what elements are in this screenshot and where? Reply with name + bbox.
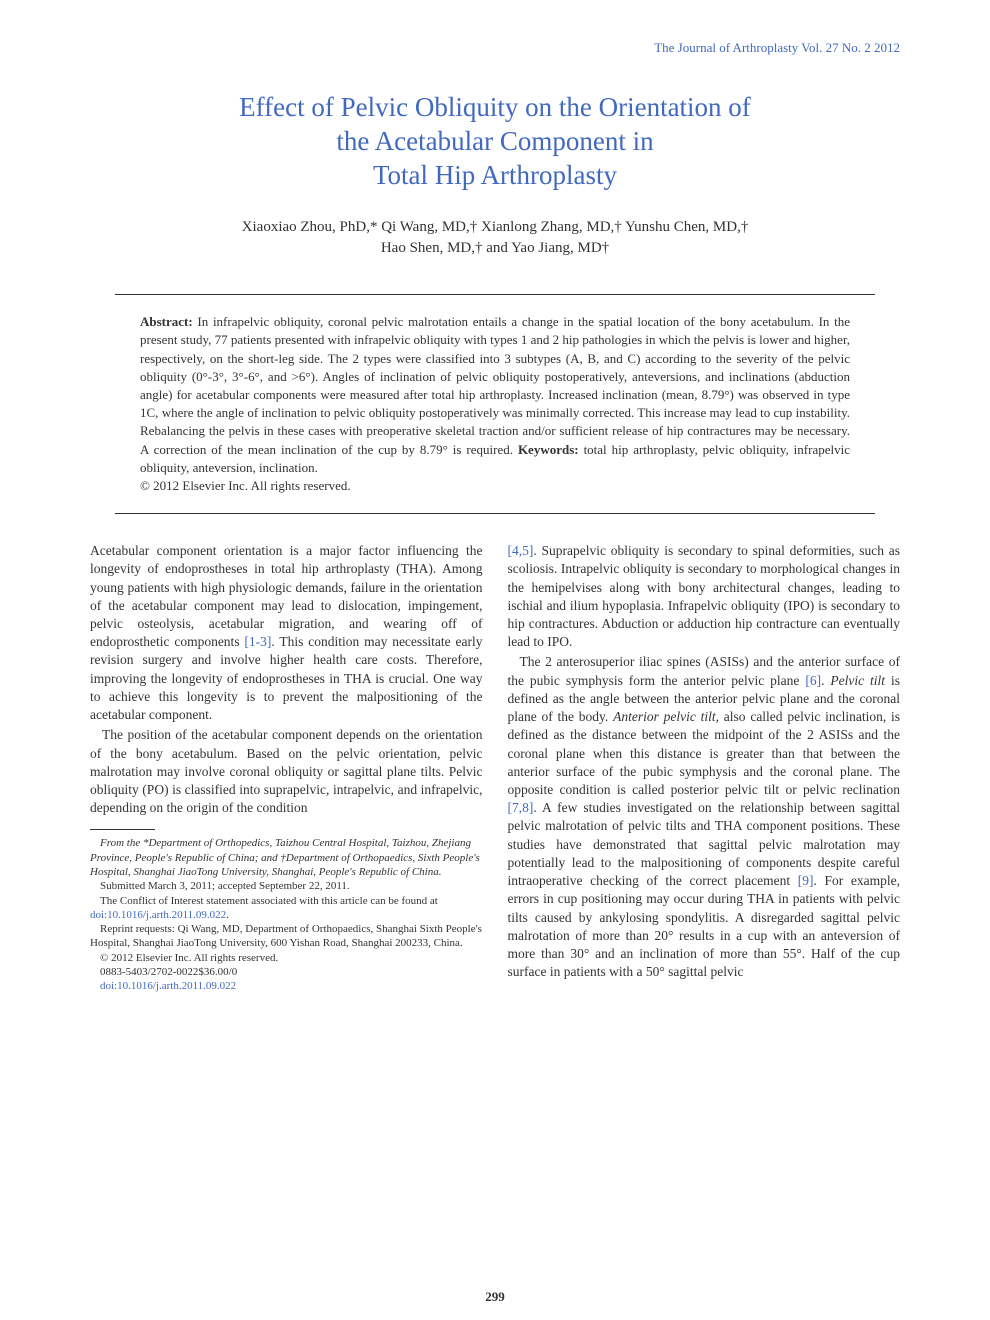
left-paragraph-1: Acetabular component orientation is a ma… [90, 542, 483, 724]
footnote-conflict-text: The Conflict of Interest statement assoc… [100, 895, 438, 907]
keywords-label: Keywords: [518, 442, 579, 457]
authors-line-2: Hao Shen, MD,† and Yao Jiang, MD† [381, 240, 609, 256]
abstract-text: In infrapelvic obliquity, coronal pelvic… [140, 314, 850, 456]
right-p2f: . For example, errors in cup positioning… [508, 873, 901, 979]
footnote-conflict-period: . [226, 909, 229, 921]
title-line-2: the Acetabular Component in [336, 126, 653, 156]
footnote-separator [90, 829, 155, 830]
right-column: [4,5]. Suprapelvic obliquity is secondar… [508, 542, 901, 994]
citation-link-1-3[interactable]: [1-3] [244, 634, 271, 649]
citation-link-6[interactable]: [6] [805, 673, 821, 688]
title-line-3: Total Hip Arthroplasty [373, 160, 617, 190]
abstract-label: Abstract: [140, 314, 193, 329]
article-title: Effect of Pelvic Obliquity on the Orient… [90, 91, 900, 192]
footnote-issn: 0883-5403/2702-0022$36.00/0 [90, 965, 483, 979]
right-p1-text: . Suprapelvic obliquity is secondary to … [508, 543, 901, 649]
page-number: 299 [485, 1289, 505, 1305]
footnote-copyright: © 2012 Elsevier Inc. All rights reserved… [90, 951, 483, 965]
term-pelvic-tilt: Pelvic tilt [830, 673, 885, 688]
article-doi-link[interactable]: doi:10.1016/j.arth.2011.09.022 [100, 980, 236, 992]
citation-link-7-8[interactable]: [7,8] [508, 800, 534, 815]
footnote-dates: Submitted March 3, 2011; accepted Septem… [90, 879, 483, 893]
title-line-1: Effect of Pelvic Obliquity on the Orient… [239, 92, 751, 122]
abstract-section: Abstract: In infrapelvic obliquity, coro… [115, 294, 875, 514]
authors-line-1: Xiaoxiao Zhou, PhD,* Qi Wang, MD,† Xianl… [242, 219, 749, 235]
right-paragraph-2: The 2 anterosuperior iliac spines (ASISs… [508, 653, 901, 981]
conflict-doi-link[interactable]: doi:10.1016/j.arth.2011.09.022 [90, 909, 226, 921]
footnote-doi: doi:10.1016/j.arth.2011.09.022 [90, 979, 483, 993]
term-anterior-pelvic-tilt: Anterior pelvic tilt, [613, 709, 719, 724]
journal-header: The Journal of Arthroplasty Vol. 27 No. … [90, 40, 900, 56]
footnotes-block: From the *Department of Orthopedics, Tai… [90, 836, 483, 993]
body-columns: Acetabular component orientation is a ma… [90, 542, 900, 994]
right-p2b: . [821, 673, 830, 688]
footnote-conflict: The Conflict of Interest statement assoc… [90, 894, 483, 923]
footnote-affiliations: From the *Department of Orthopedics, Tai… [90, 836, 483, 879]
citation-link-9[interactable]: [9] [798, 873, 814, 888]
footnote-reprint: Reprint requests: Qi Wang, MD, Departmen… [90, 922, 483, 951]
citation-link-4-5[interactable]: [4,5] [508, 543, 534, 558]
abstract-copyright: © 2012 Elsevier Inc. All rights reserved… [140, 477, 850, 495]
left-paragraph-2: The position of the acetabular component… [90, 726, 483, 817]
authors-block: Xiaoxiao Zhou, PhD,* Qi Wang, MD,† Xianl… [90, 217, 900, 259]
left-column: Acetabular component orientation is a ma… [90, 542, 483, 994]
right-paragraph-1: [4,5]. Suprapelvic obliquity is secondar… [508, 542, 901, 651]
